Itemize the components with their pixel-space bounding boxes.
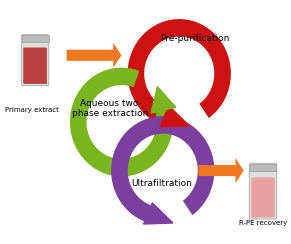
FancyBboxPatch shape [249, 163, 277, 219]
Polygon shape [143, 203, 173, 224]
Text: Aqueous two-
phase extraction: Aqueous two- phase extraction [72, 99, 149, 118]
Text: Pre-purification: Pre-purification [160, 34, 229, 43]
Polygon shape [111, 116, 214, 222]
FancyBboxPatch shape [23, 48, 47, 84]
Polygon shape [160, 106, 189, 127]
Text: R-PE recovery: R-PE recovery [239, 220, 287, 226]
Text: Ultrafiltration: Ultrafiltration [131, 179, 192, 188]
Bar [249, 164, 276, 171]
Bar [22, 35, 49, 42]
Polygon shape [70, 68, 173, 176]
FancyBboxPatch shape [251, 177, 275, 217]
Polygon shape [151, 87, 176, 113]
FancyBboxPatch shape [21, 35, 49, 86]
Polygon shape [127, 19, 231, 125]
Text: Primary extract: Primary extract [5, 107, 59, 113]
